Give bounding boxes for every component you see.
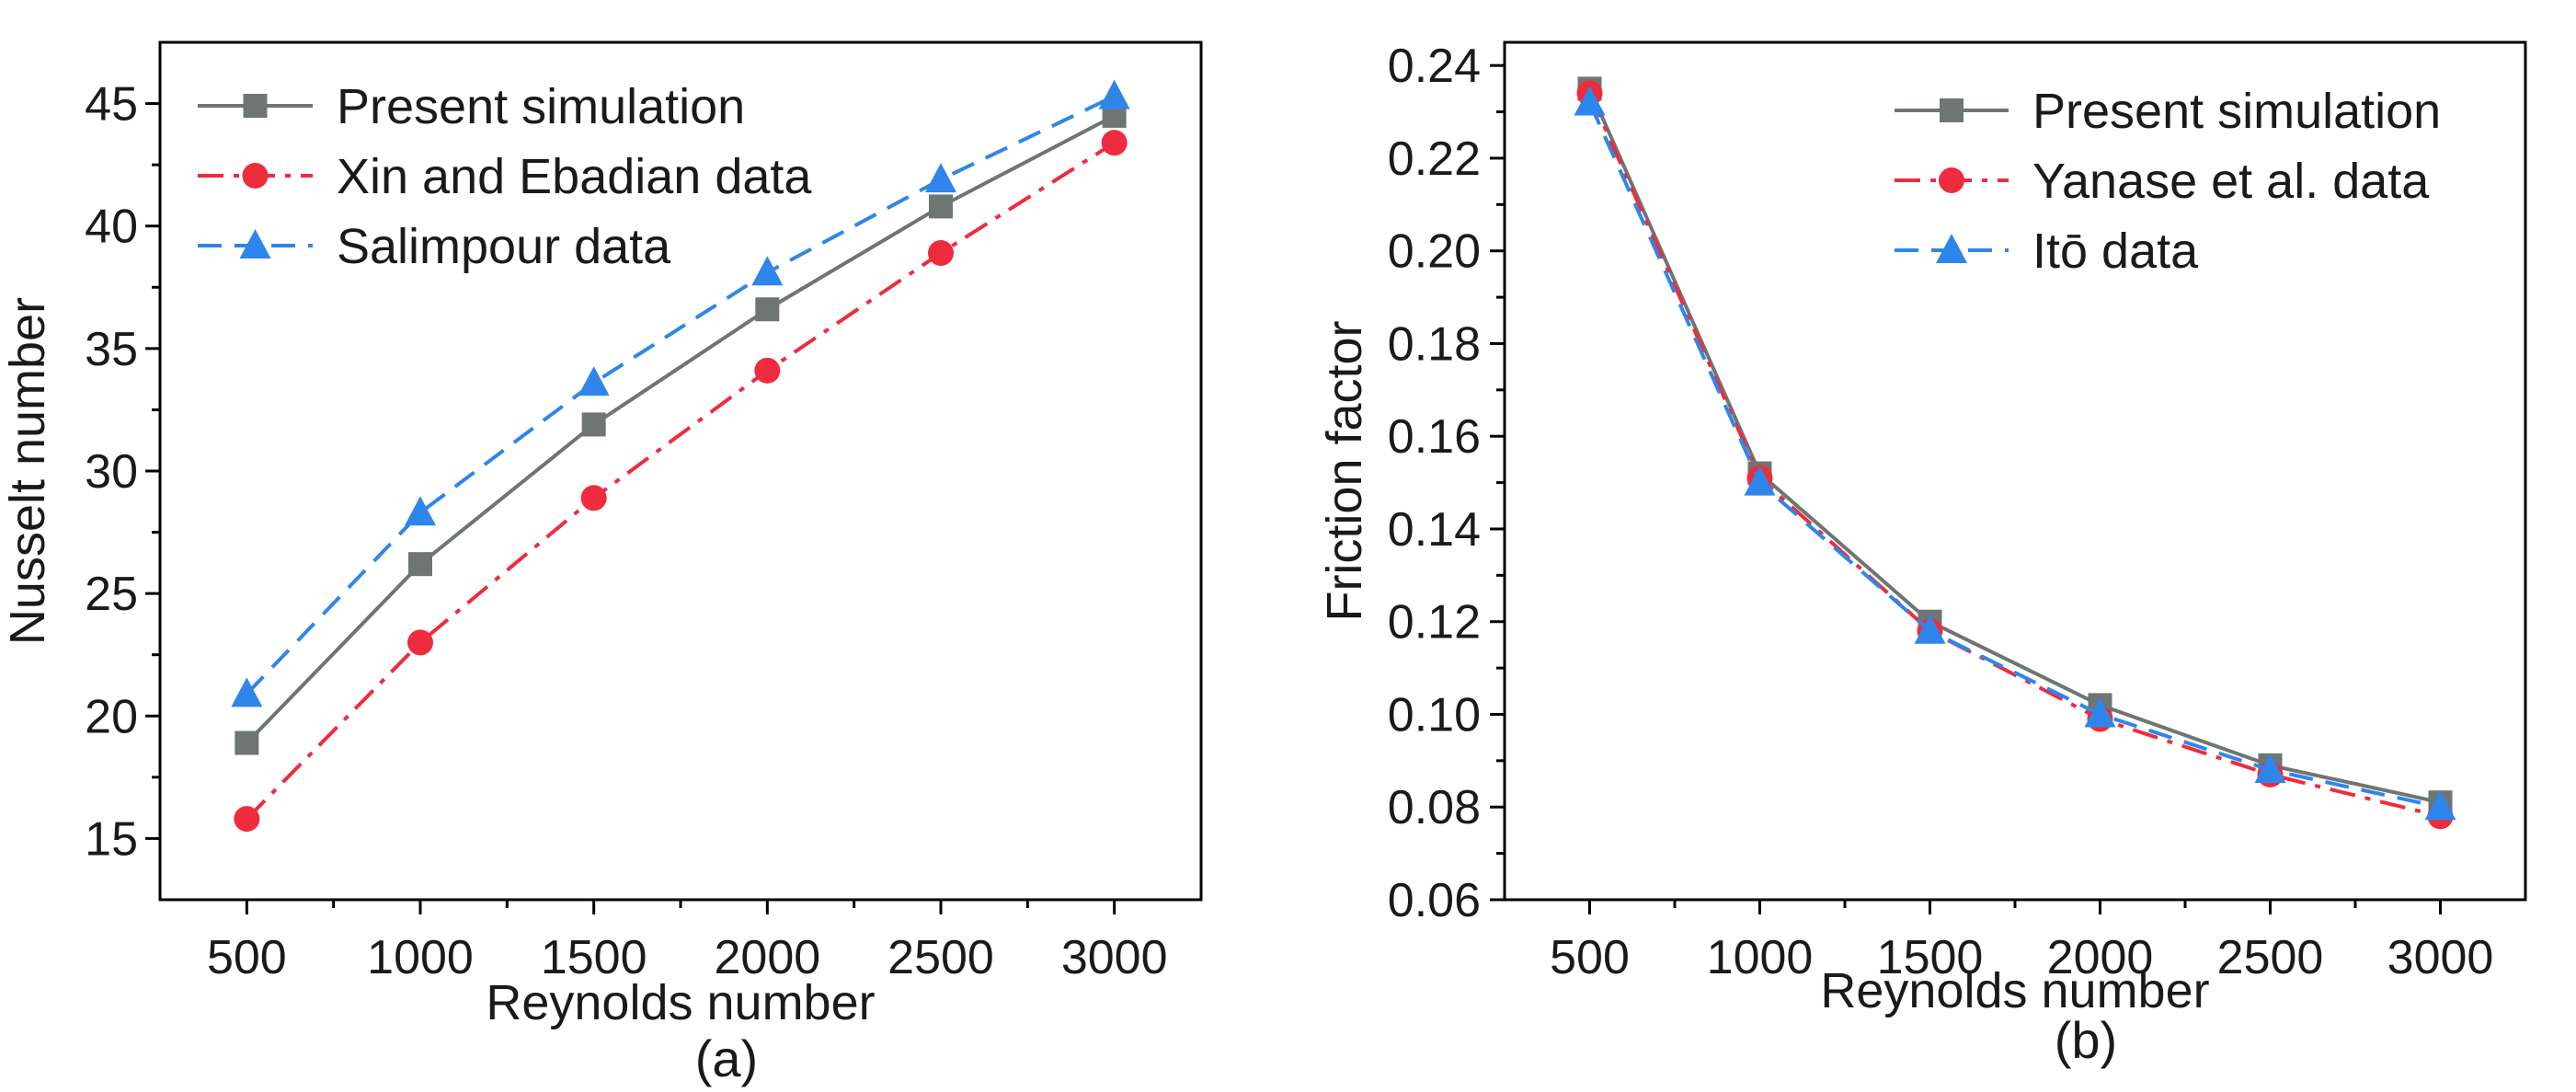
x-tick-label: 3000 [2387, 931, 2494, 984]
data-point [1101, 130, 1128, 156]
series-triangle [1574, 86, 2456, 821]
data-point [751, 256, 784, 286]
series-line [1587, 92, 2441, 819]
x-tick-label: 3000 [1061, 931, 1168, 984]
data-point [2254, 753, 2286, 783]
data-point [929, 194, 953, 219]
data-point [928, 240, 954, 267]
x-tick-label: 2000 [714, 931, 820, 984]
data-point [754, 357, 781, 384]
y-tick-label: 0.06 [1388, 874, 1481, 927]
data-point [580, 485, 607, 512]
x-tick-label: 2000 [2047, 931, 2154, 984]
data-point [925, 163, 956, 193]
series-triangle [231, 79, 1130, 707]
legend-label: Xin and Ebadian data [337, 149, 812, 204]
series-square [235, 103, 1127, 755]
x-axis-label: Reynolds number [1820, 963, 2209, 1018]
y-tick-label: 0.10 [1388, 688, 1481, 741]
legend-label: Yanase et al. data [2032, 154, 2430, 209]
data-point [407, 629, 433, 656]
y-tick-label: 0.22 [1388, 132, 1481, 186]
chart-panel-b: 500 1000 1500 2000 2500 3000 0.06 0.08 0.10 0.12 0… [1317, 40, 2527, 1069]
legend-marker [243, 94, 268, 118]
panel-label: (b) [2055, 1011, 2117, 1069]
y-tick-label: 0.12 [1388, 596, 1481, 649]
data-point [578, 366, 610, 397]
y-tick-label: 0.20 [1388, 225, 1481, 279]
y-axis-label: Nusselt number [0, 297, 55, 645]
x-tick-label: 2500 [2217, 931, 2324, 984]
panel-label: (a) [695, 1029, 758, 1087]
legend-marker [242, 163, 269, 189]
y-tick-label: 0.24 [1388, 40, 1481, 93]
series-line [245, 141, 1116, 821]
data-point [581, 412, 606, 437]
y-tick-label: 30 [85, 445, 138, 499]
y-axis-label: Friction factor [1317, 320, 1372, 621]
legend-marker [1940, 98, 1963, 122]
x-tick-label: 1500 [1877, 931, 1984, 984]
data-point [405, 496, 436, 526]
x-tick-label: 1000 [367, 931, 474, 984]
legend: Present simulation Xin and Ebadian data Sa… [198, 79, 812, 274]
data-point [1098, 79, 1130, 109]
legend-label: Itō data [2032, 224, 2199, 279]
y-tick-label: 0.08 [1388, 781, 1481, 834]
data-point [2084, 697, 2116, 728]
y-tick-label: 45 [85, 78, 138, 132]
y-tick-label: 20 [85, 690, 138, 743]
x-axis-label: Reynolds number [486, 975, 875, 1030]
y-tick-label: 35 [85, 323, 138, 376]
data-point [1574, 86, 1606, 116]
y-tick-label: 0.16 [1388, 410, 1481, 464]
y-tick-label: 15 [85, 812, 138, 866]
series-line [1587, 87, 2441, 805]
y-tick-label: 0.18 [1388, 317, 1481, 371]
data-point [755, 297, 780, 322]
y-tick-label: 40 [85, 201, 138, 254]
y-tick-label: 0.14 [1388, 503, 1481, 557]
legend-marker [1936, 234, 1967, 263]
data-point [408, 552, 432, 577]
data-point [1914, 614, 1946, 644]
legend-label: Salimpour data [337, 219, 671, 274]
series-circle [234, 130, 1128, 833]
data-point [234, 806, 260, 833]
data-point [235, 730, 259, 755]
series-line [245, 114, 1116, 744]
x-tick-label: 500 [1550, 931, 1630, 984]
legend-label: Present simulation [337, 79, 745, 134]
legend: Present simulation Yanase et al. data Itō … [1895, 84, 2441, 279]
series-line [1587, 101, 2441, 810]
data-point [231, 677, 263, 707]
chart-panel-a: 500 1000 1500 2000 2500 3000 15 20 25 30 35 40 45 Rey… [0, 40, 1203, 1087]
data-point [1744, 466, 1776, 496]
x-tick-label: 2500 [887, 931, 994, 984]
x-tick-label: 1500 [541, 931, 647, 984]
legend-label: Present simulation [2032, 84, 2441, 139]
data-point [2424, 790, 2456, 821]
x-tick-label: 1000 [1707, 931, 1814, 984]
x-tick-label: 500 [207, 931, 287, 984]
legend-marker [1939, 167, 1964, 193]
series-line [245, 94, 1116, 695]
y-tick-label: 25 [85, 568, 138, 621]
legend-marker [239, 229, 271, 259]
